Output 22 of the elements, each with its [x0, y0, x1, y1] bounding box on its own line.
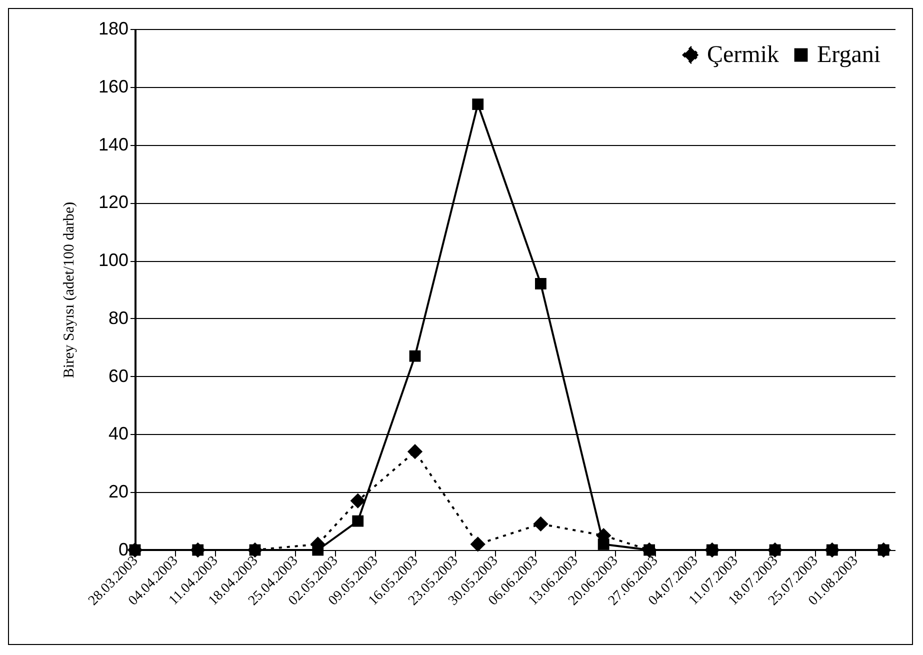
y-tick-label: 100 — [98, 250, 128, 270]
point — [407, 444, 423, 460]
point — [352, 515, 364, 527]
legend-label: Çermik — [707, 42, 779, 68]
y-tick-label: 40 — [108, 424, 128, 444]
legend-label: Ergani — [817, 42, 881, 68]
point — [598, 538, 610, 550]
y-tick-label: 120 — [98, 192, 128, 212]
point — [470, 536, 486, 552]
y-tick-label: 20 — [108, 482, 128, 502]
y-tick-label: 60 — [108, 366, 128, 386]
y-tick-label: 160 — [98, 76, 128, 96]
point — [409, 350, 421, 362]
y-tick-label: 80 — [108, 308, 128, 328]
y-axis-title: Birey Sayısı (adet/100 darbe) — [61, 202, 78, 378]
y-tick-label: 180 — [98, 18, 128, 38]
y-tick-label: 0 — [118, 540, 128, 560]
point — [472, 98, 484, 110]
y-tick-label: 140 — [98, 134, 128, 154]
point — [533, 516, 548, 532]
point — [535, 278, 546, 290]
point — [350, 493, 366, 508]
